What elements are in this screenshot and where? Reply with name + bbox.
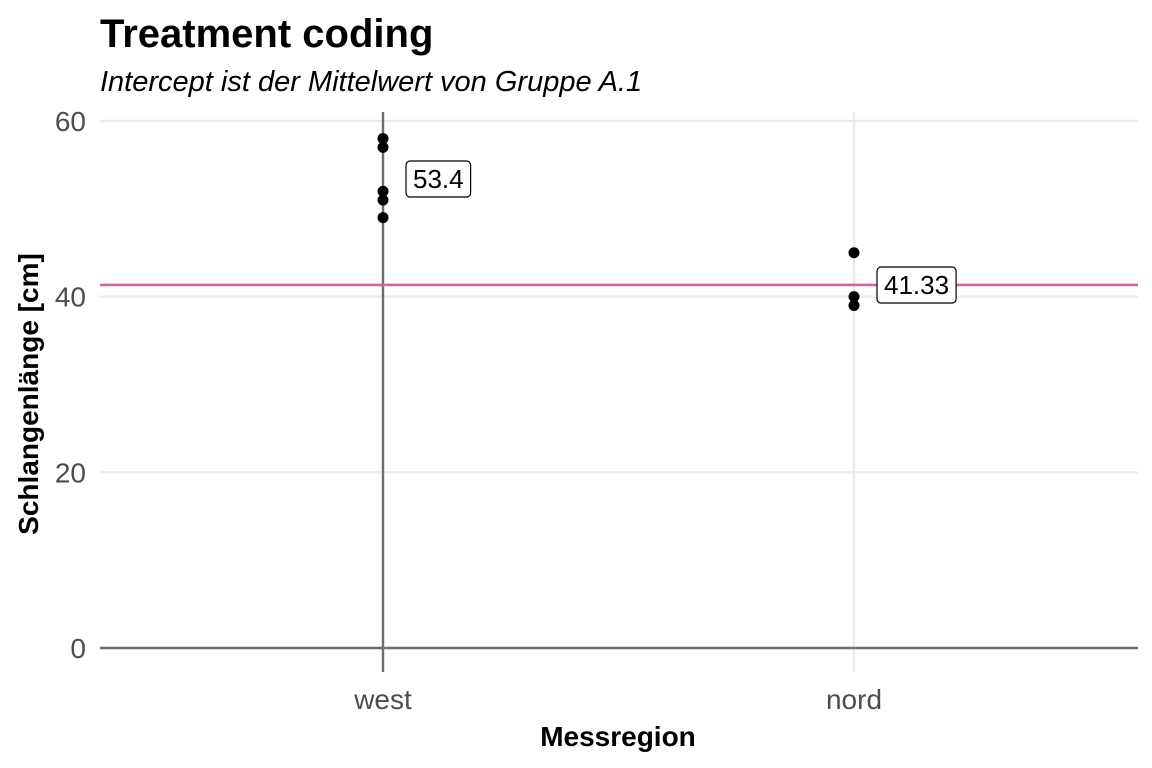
mean-label-box — [876, 266, 957, 304]
plot-area: 0 20 40 60 west nord 53.4 41.33 — [55, 106, 1138, 715]
mean-label-box — [405, 160, 472, 198]
chart-title: Treatment coding — [100, 12, 433, 56]
data-point — [848, 247, 860, 259]
mean-label-text: 53.4 — [413, 164, 464, 194]
data-point — [377, 133, 389, 145]
data-point — [848, 299, 860, 311]
data-point — [377, 212, 389, 224]
data-point — [377, 185, 389, 197]
x-axis-title: Messregion — [540, 721, 696, 752]
x-tick-label: nord — [826, 684, 882, 715]
mean-label-text: 41.33 — [884, 270, 949, 300]
chart-subtitle: Intercept ist der Mittelwert von Gruppe … — [100, 66, 642, 98]
y-tick-label: 40 — [55, 282, 86, 313]
data-point — [848, 291, 860, 303]
y-axis-title: Schlangenlänge [cm] — [13, 253, 44, 535]
data-point — [377, 141, 389, 153]
y-tick-label: 60 — [55, 106, 86, 137]
data-point — [377, 194, 389, 206]
y-tick-label: 0 — [70, 633, 86, 664]
x-tick-label: west — [353, 684, 412, 715]
y-tick-label: 20 — [55, 457, 86, 488]
